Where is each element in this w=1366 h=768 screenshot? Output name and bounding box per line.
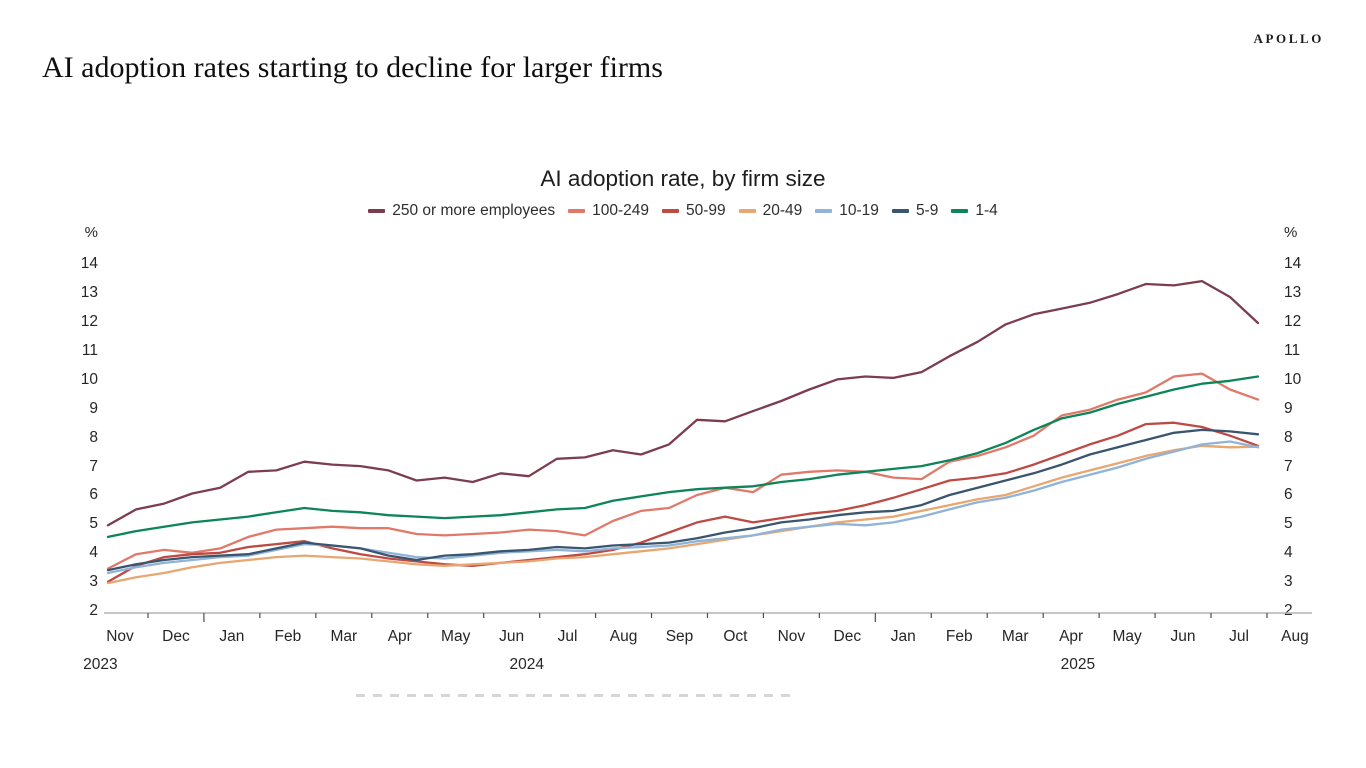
y-axis-label-left-6: 6 bbox=[89, 486, 98, 504]
legend-label: 100-249 bbox=[592, 202, 649, 219]
y-axis-label-right-4: 4 bbox=[1284, 544, 1293, 562]
legend-swatch-icon bbox=[368, 209, 386, 213]
legend-item-250-or-more-employees: 250 or more employees bbox=[368, 202, 555, 220]
legend-item-50-99: 50-99 bbox=[661, 202, 726, 220]
x-axis-month-label-0: Nov bbox=[106, 628, 134, 645]
y-axis-label-right-13: 13 bbox=[1284, 284, 1302, 302]
y-axis-label-left-10: 10 bbox=[80, 370, 98, 388]
y-axis-label-left-8: 8 bbox=[89, 428, 98, 446]
page-title: AI adoption rates starting to decline fo… bbox=[42, 51, 663, 84]
legend-label: 50-99 bbox=[685, 202, 726, 219]
legend-item-5-9: 5-9 bbox=[891, 202, 939, 220]
y-axis-label-right-8: 8 bbox=[1284, 428, 1293, 446]
y-axis-label-right-14: 14 bbox=[1284, 255, 1302, 273]
legend-label: 250 or more employees bbox=[392, 202, 556, 219]
x-axis-month-label-8: Jul bbox=[557, 628, 578, 645]
y-axis-label-left-9: 9 bbox=[89, 399, 98, 417]
legend-item-20-49: 20-49 bbox=[738, 202, 803, 220]
legend-swatch-icon bbox=[951, 209, 969, 213]
x-axis-month-label-13: Dec bbox=[833, 628, 862, 645]
y-axis-label-left-5: 5 bbox=[89, 515, 98, 533]
y-axis-label-right-9: 9 bbox=[1284, 399, 1293, 417]
y-axis-label-left-2: 2 bbox=[89, 602, 98, 619]
series-line-10-19 bbox=[106, 440, 1260, 575]
legend-swatch-icon bbox=[815, 209, 833, 213]
x-axis-month-label-2: Jan bbox=[219, 628, 245, 645]
series-line-250-or-more-employees bbox=[106, 279, 1260, 527]
x-axis-month-label-15: Feb bbox=[945, 628, 973, 645]
y-axis-label-right-2: 2 bbox=[1284, 602, 1293, 619]
series-line-20-49 bbox=[106, 444, 1260, 585]
x-axis-month-label-11: Oct bbox=[723, 628, 748, 645]
series-line-1-4 bbox=[106, 375, 1260, 539]
x-axis-month-label-4: Mar bbox=[330, 628, 358, 645]
y-axis-label-right-3: 3 bbox=[1284, 573, 1293, 591]
x-axis-year-label-2024: 2024 bbox=[509, 656, 544, 673]
series-line-100-249 bbox=[106, 372, 1260, 570]
x-axis-month-label-12: Nov bbox=[777, 628, 806, 645]
y-axis-label-left-11: 11 bbox=[81, 341, 98, 359]
brand-logo: APOLLO bbox=[1253, 31, 1324, 46]
legend-item-100-249: 100-249 bbox=[568, 202, 649, 220]
legend-label: 5-9 bbox=[915, 202, 939, 219]
x-axis-month-label-5: Apr bbox=[387, 628, 412, 645]
series-line-5-9 bbox=[106, 428, 1260, 572]
legend-swatch-icon bbox=[738, 209, 756, 213]
x-axis-month-label-18: May bbox=[1112, 628, 1142, 645]
x-axis-month-label-14: Jan bbox=[890, 628, 916, 645]
x-axis-month-label-20: Jul bbox=[1229, 628, 1249, 645]
y-axis-label-right-11: 11 bbox=[1284, 341, 1301, 359]
x-axis-month-label-17: Apr bbox=[1059, 628, 1084, 645]
y-axis-label-left-13: 13 bbox=[80, 284, 98, 302]
y-axis-label-left-14: 14 bbox=[80, 255, 98, 273]
y-axis-label-left-3: 3 bbox=[89, 573, 98, 591]
chart-legend: 250 or more employees 100-249 50-99 20-49 10… bbox=[0, 202, 1366, 220]
x-axis-month-label-9: Aug bbox=[609, 628, 638, 645]
x-axis-month-label-21: Aug bbox=[1281, 628, 1309, 645]
y-axis-label-right-5: 5 bbox=[1284, 515, 1293, 533]
legend-item-10-19: 10-19 bbox=[815, 202, 879, 220]
x-axis-month-label-1: Dec bbox=[162, 628, 190, 645]
cropped-source-text-remnant bbox=[356, 694, 794, 697]
x-axis-month-label-6: May bbox=[441, 628, 471, 645]
legend-label: 1-4 bbox=[975, 202, 998, 219]
x-axis-year-label-2025: 2025 bbox=[1060, 656, 1096, 673]
y-axis-label-left-4: 4 bbox=[89, 544, 98, 562]
y-axis-label-left-7: 7 bbox=[89, 457, 98, 475]
y-axis-unit-left: % bbox=[84, 224, 98, 241]
x-axis-year-label-2023: 2023 bbox=[83, 656, 118, 673]
y-axis-unit-right: % bbox=[1284, 224, 1298, 241]
y-axis-label-right-6: 6 bbox=[1284, 486, 1293, 504]
x-axis-month-label-16: Mar bbox=[1001, 628, 1029, 645]
legend-swatch-icon bbox=[568, 209, 586, 213]
legend-swatch-icon bbox=[661, 209, 679, 213]
legend-item-1-4: 1-4 bbox=[951, 202, 998, 220]
x-axis-month-label-10: Sep bbox=[665, 628, 694, 645]
x-axis-month-label-3: Feb bbox=[274, 628, 302, 645]
x-axis-month-label-19: Jun bbox=[1170, 628, 1196, 645]
x-axis-month-label-7: Jun bbox=[499, 628, 525, 645]
legend-label: 10-19 bbox=[839, 202, 879, 219]
legend-swatch-icon bbox=[891, 209, 909, 213]
legend-label: 20-49 bbox=[762, 202, 803, 219]
y-axis-label-right-10: 10 bbox=[1284, 370, 1302, 388]
y-axis-label-right-12: 12 bbox=[1284, 313, 1302, 330]
y-axis-label-right-7: 7 bbox=[1284, 457, 1293, 475]
y-axis-label-left-12: 12 bbox=[80, 313, 98, 330]
series-line-50-99 bbox=[106, 421, 1260, 583]
chart-title: AI adoption rate, by firm size bbox=[540, 166, 826, 191]
